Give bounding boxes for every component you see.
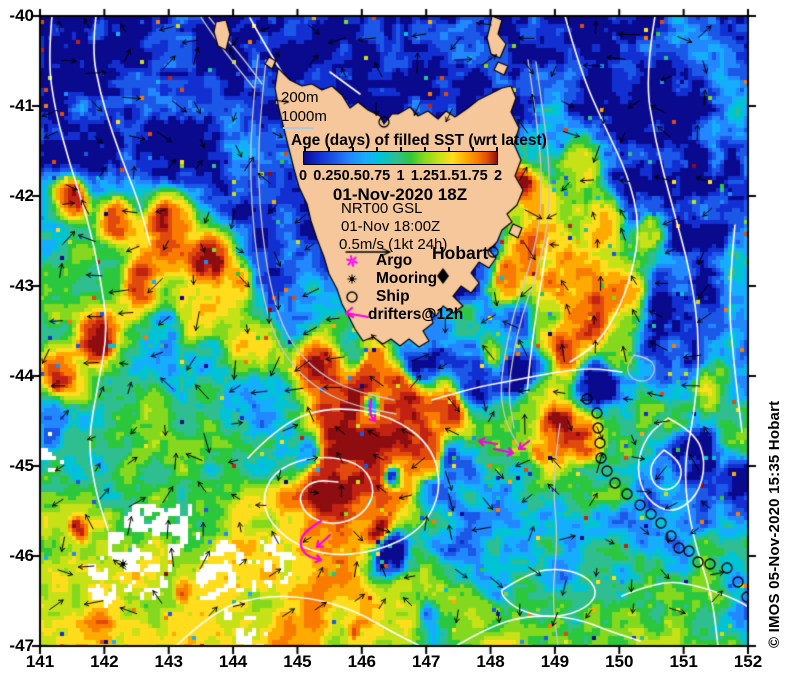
x-tick-label: 141 — [25, 652, 55, 671]
colorbar-tick — [304, 147, 306, 151]
y-tick-label: -42 — [9, 186, 34, 205]
y-tick-label: -47 — [9, 636, 34, 655]
legend-label-ship: Ship — [376, 288, 410, 305]
y-tick-label: -45 — [9, 456, 34, 475]
y-tick-label: -43 — [9, 276, 34, 295]
x-tick-label: 143 — [154, 652, 183, 671]
colorbar-tick — [328, 147, 330, 151]
vector-scale-label: 0.5m/s (1kt 24h) — [339, 236, 448, 253]
colorbar-title: Age (days) of filled SST (wrt latest) — [291, 132, 547, 149]
model-label: NRT00 GSL — [341, 200, 423, 217]
colorbar-tick — [400, 147, 402, 151]
colorbar-date-label: 01-Nov-2020 18Z — [332, 185, 468, 204]
colorbar-tick-label: 2 — [493, 168, 503, 184]
colorbar-tick — [352, 147, 354, 151]
y-tick-label: -41 — [9, 96, 34, 115]
colorbar-tick — [376, 147, 378, 151]
x-tick-label: 152 — [733, 652, 763, 671]
colorbar-tick-label: 0.5 — [341, 168, 362, 184]
colorbar-tick-label: 1.5 — [439, 168, 460, 184]
x-tick-label: 148 — [476, 652, 505, 671]
x-tick-label: 146 — [347, 652, 376, 671]
colorbar-tick — [472, 147, 474, 151]
colorbar-tick — [424, 147, 426, 151]
y-tick-label: -46 — [9, 546, 34, 565]
y-tick-label: -40 — [9, 6, 34, 25]
y-tick-label: -44 — [9, 366, 34, 385]
x-tick-label: 150 — [605, 652, 634, 671]
legend-label-drifters: drifters@12h — [368, 306, 464, 323]
x-tick-label: 145 — [283, 652, 312, 671]
colorbar-tick-label: 0 — [298, 168, 308, 184]
x-tick-label: 144 — [218, 652, 248, 671]
colorbar-tick-label: 0.75 — [362, 168, 391, 184]
x-tick-label: 147 — [411, 652, 441, 671]
colorbar-tick-label: 1 — [396, 168, 405, 184]
x-tick-label: 142 — [90, 652, 119, 671]
depth-contour-sample-line — [283, 127, 313, 129]
credit-text: © IMOS 05-Nov-2020 15:35 Hobart — [766, 400, 783, 648]
colorbar-tick-label: 0.25 — [313, 168, 342, 184]
colorbar-tick — [496, 147, 498, 151]
x-tick-label: 151 — [669, 652, 698, 671]
colorbar-tick-label: 1.25 — [410, 168, 439, 184]
colorbar-tick-labels: 0 0.25 0.5 0.75 1 1.25 1.5 1.75 2 — [299, 168, 502, 184]
x-tick-label: 149 — [540, 652, 570, 671]
depth-label-200m: 200m — [281, 89, 319, 106]
colorbar — [303, 147, 498, 165]
valid-time-label: 01-Nov 18:00Z — [341, 218, 441, 235]
legend-label-argo: Argo — [376, 252, 413, 269]
colorbar-tick-label: 1.75 — [459, 168, 488, 184]
city-label-hobart: Hobart — [432, 243, 489, 263]
colorbar-tick — [448, 147, 450, 151]
legend-label-mooring: Mooring — [376, 270, 438, 287]
depth-label-1000m: 1000m — [281, 108, 327, 125]
